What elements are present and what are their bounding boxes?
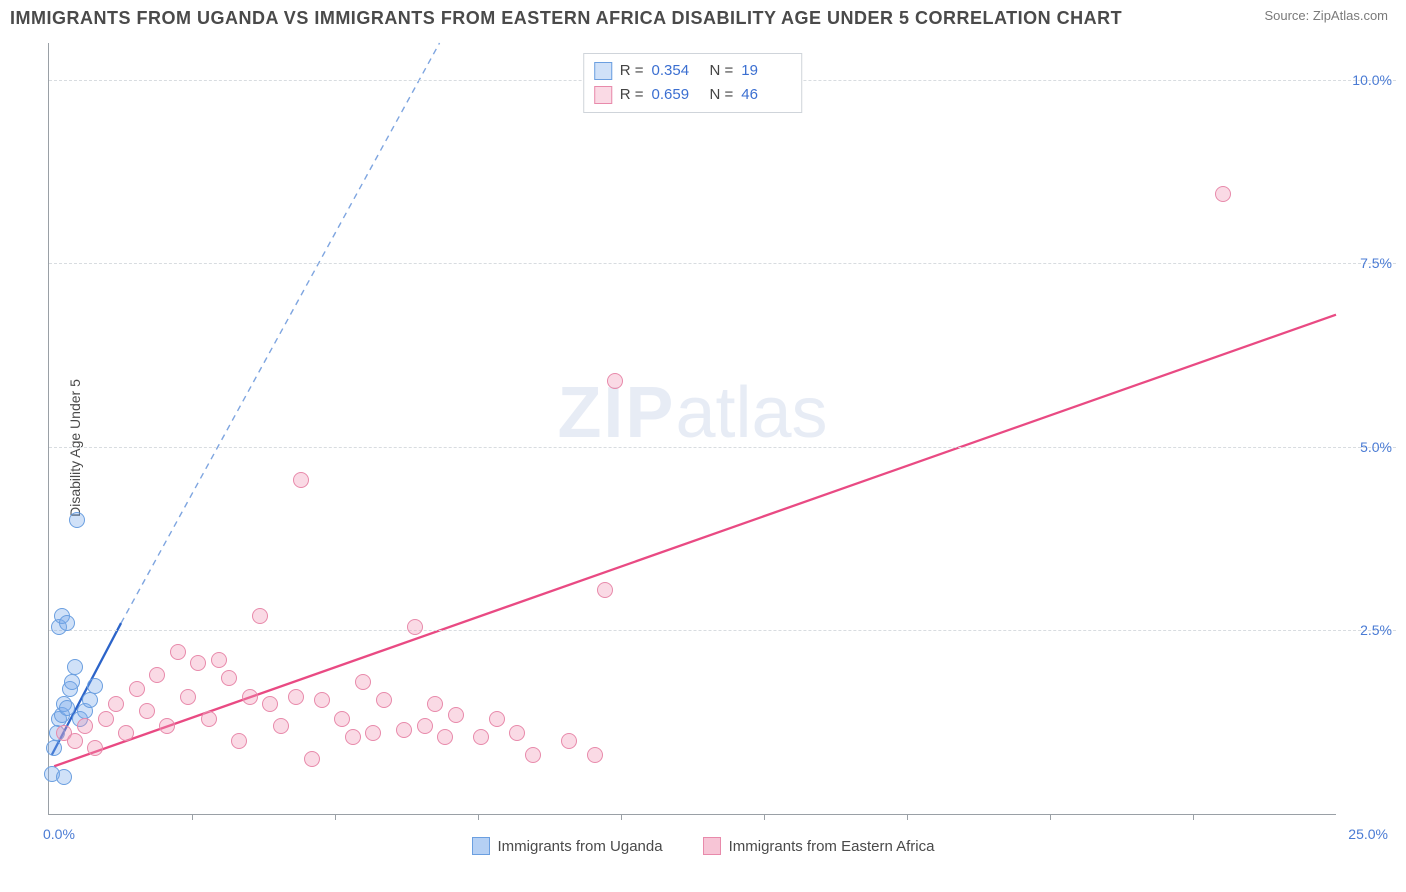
- data-point: [87, 678, 103, 694]
- data-point: [108, 696, 124, 712]
- x-tick-mark: [907, 814, 908, 820]
- plot-area: ZIPatlas R = 0.354 N = 19 R = 0.659 N = …: [48, 43, 1336, 815]
- data-point: [159, 718, 175, 734]
- data-point: [64, 674, 80, 690]
- data-point: [561, 733, 577, 749]
- data-point: [59, 615, 75, 631]
- x-tick-mark: [192, 814, 193, 820]
- data-point: [77, 718, 93, 734]
- gridline-h: [49, 447, 1396, 448]
- data-point: [365, 725, 381, 741]
- series-legend: Immigrants from Uganda Immigrants from E…: [0, 837, 1406, 855]
- y-tick-label: 10.0%: [1352, 72, 1392, 88]
- data-point: [242, 689, 258, 705]
- data-point: [67, 733, 83, 749]
- data-point: [587, 747, 603, 763]
- legend-row-uganda: R = 0.354 N = 19: [594, 59, 792, 83]
- r-value-uganda: 0.354: [652, 59, 702, 83]
- source-attribution: Source: ZipAtlas.com: [1264, 8, 1388, 23]
- x-tick-mark: [621, 814, 622, 820]
- chart-container: Disability Age Under 5 ZIPatlas R = 0.35…: [0, 33, 1406, 863]
- x-tick-mark: [335, 814, 336, 820]
- data-point: [87, 740, 103, 756]
- data-point: [448, 707, 464, 723]
- n-value-eastern-africa: 46: [741, 83, 791, 107]
- data-point: [597, 582, 613, 598]
- data-point: [427, 696, 443, 712]
- legend-label: Immigrants from Uganda: [498, 838, 663, 855]
- y-tick-label: 2.5%: [1360, 622, 1392, 638]
- data-point: [607, 373, 623, 389]
- data-point: [293, 472, 309, 488]
- x-tick-mark: [1050, 814, 1051, 820]
- data-point: [262, 696, 278, 712]
- data-point: [252, 608, 268, 624]
- y-tick-label: 5.0%: [1360, 439, 1392, 455]
- data-point: [221, 670, 237, 686]
- x-tick-mark: [1193, 814, 1194, 820]
- legend-row-eastern-africa: R = 0.659 N = 46: [594, 83, 792, 107]
- data-point: [417, 718, 433, 734]
- legend-item-eastern-africa: Immigrants from Eastern Africa: [703, 837, 935, 855]
- y-tick-label: 7.5%: [1360, 255, 1392, 271]
- data-point: [334, 711, 350, 727]
- data-point: [509, 725, 525, 741]
- data-point: [149, 667, 165, 683]
- data-point: [407, 619, 423, 635]
- data-point: [437, 729, 453, 745]
- data-point: [525, 747, 541, 763]
- data-point: [82, 692, 98, 708]
- data-point: [190, 655, 206, 671]
- x-tick-mark: [478, 814, 479, 820]
- data-point: [288, 689, 304, 705]
- data-point: [129, 681, 145, 697]
- r-label: R =: [620, 59, 644, 83]
- r-value-eastern-africa: 0.659: [652, 83, 702, 107]
- swatch-uganda: [594, 62, 612, 80]
- data-point: [118, 725, 134, 741]
- gridline-h: [49, 630, 1396, 631]
- data-point: [56, 769, 72, 785]
- data-point: [355, 674, 371, 690]
- data-point: [211, 652, 227, 668]
- correlation-legend: R = 0.354 N = 19 R = 0.659 N = 46: [583, 53, 803, 113]
- data-point: [180, 689, 196, 705]
- chart-title: IMMIGRANTS FROM UGANDA VS IMMIGRANTS FRO…: [10, 8, 1122, 29]
- data-point: [396, 722, 412, 738]
- data-point: [1215, 186, 1231, 202]
- data-point: [473, 729, 489, 745]
- r-label: R =: [620, 83, 644, 107]
- data-point: [46, 740, 62, 756]
- data-point: [67, 659, 83, 675]
- swatch-icon: [472, 837, 490, 855]
- swatch-icon: [703, 837, 721, 855]
- data-point: [201, 711, 217, 727]
- data-point: [170, 644, 186, 660]
- legend-item-uganda: Immigrants from Uganda: [472, 837, 663, 855]
- data-point: [139, 703, 155, 719]
- gridline-h: [49, 263, 1396, 264]
- data-point: [69, 512, 85, 528]
- data-point: [98, 711, 114, 727]
- watermark: ZIPatlas: [557, 372, 827, 454]
- legend-label: Immigrants from Eastern Africa: [729, 838, 935, 855]
- data-point: [489, 711, 505, 727]
- n-label: N =: [710, 59, 734, 83]
- data-point: [376, 692, 392, 708]
- data-point: [314, 692, 330, 708]
- data-point: [273, 718, 289, 734]
- swatch-eastern-africa: [594, 86, 612, 104]
- n-label: N =: [710, 83, 734, 107]
- x-tick-mark: [764, 814, 765, 820]
- data-point: [304, 751, 320, 767]
- n-value-uganda: 19: [741, 59, 791, 83]
- data-point: [345, 729, 361, 745]
- data-point: [231, 733, 247, 749]
